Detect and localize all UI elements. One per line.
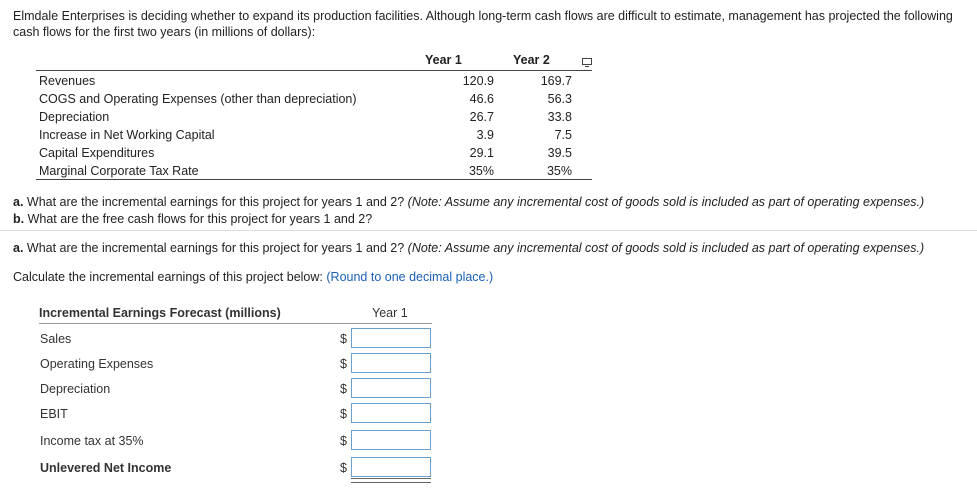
problem-intro: Elmdale Enterprises is deciding whether … xyxy=(13,9,953,39)
form-column-year1: Year 1 xyxy=(372,306,408,320)
form-row-depreciation: Depreciation $ xyxy=(39,377,432,401)
instruction-text: Calculate the incremental earnings of th… xyxy=(13,270,327,284)
currency-symbol: $ xyxy=(340,357,347,371)
row-label: Capital Expenditures xyxy=(39,146,155,160)
row-label: Revenues xyxy=(39,74,96,88)
header-year2: Year 2 xyxy=(513,53,550,67)
question-b-prefix: b. xyxy=(13,212,25,226)
form-row-ebit: EBIT $ xyxy=(39,402,432,426)
currency-symbol: $ xyxy=(340,434,347,448)
copy-icon[interactable] xyxy=(582,56,592,67)
row-year2: 7.5 xyxy=(554,128,572,142)
question-a-note: (Note: Assume any incremental cost of go… xyxy=(404,195,925,209)
table-row: COGS and Operating Expenses (other than … xyxy=(36,90,592,108)
row-year1: 3.9 xyxy=(476,128,494,142)
operating-expenses-input[interactable] xyxy=(351,353,431,373)
row-year1: 46.6 xyxy=(469,92,494,106)
part-a-note: (Note: Assume any incremental cost of go… xyxy=(404,241,925,255)
row-year2: 39.5 xyxy=(547,146,572,160)
form-row-label: Unlevered Net Income xyxy=(40,461,172,475)
form-title: Incremental Earnings Forecast (millions) xyxy=(39,306,281,320)
sales-input[interactable] xyxy=(351,328,431,348)
row-label: Increase in Net Working Capital xyxy=(39,128,215,142)
row-year1: 35% xyxy=(468,164,494,178)
row-year2: 169.7 xyxy=(540,74,572,88)
currency-symbol: $ xyxy=(340,407,347,421)
row-label: COGS and Operating Expenses (other than … xyxy=(39,92,357,106)
question-a-text: What are the incremental earnings for th… xyxy=(23,195,405,209)
row-year1: 120.9 xyxy=(462,74,494,88)
question-b-text: What are the free cash flows for this pr… xyxy=(24,212,373,226)
currency-symbol: $ xyxy=(340,461,347,475)
question-b: b. What are the free cash flows for this… xyxy=(13,212,372,226)
part-a-heading: a. What are the incremental earnings for… xyxy=(13,241,924,255)
table-top-rule xyxy=(36,70,592,71)
currency-symbol: $ xyxy=(340,382,347,396)
table-bottom-rule xyxy=(36,179,592,180)
form-row-label: Sales xyxy=(40,332,72,346)
income-tax-input[interactable] xyxy=(351,430,431,450)
form-row-label: Operating Expenses xyxy=(40,357,154,371)
row-year2: 56.3 xyxy=(547,92,572,106)
form-row-operating-expenses: Operating Expenses $ xyxy=(39,352,432,376)
table-row: Revenues 120.9 169.7 xyxy=(36,72,592,90)
form-row-label: Income tax at 35% xyxy=(40,434,144,448)
table-row: Depreciation 26.7 33.8 xyxy=(36,108,592,126)
row-label: Marginal Corporate Tax Rate xyxy=(39,164,199,178)
form-row-sales: Sales $ xyxy=(39,327,432,351)
row-year2: 33.8 xyxy=(547,110,572,124)
part-a-prefix: a. xyxy=(13,241,24,255)
double-underline xyxy=(351,478,431,483)
section-divider xyxy=(0,230,977,231)
form-row-label: Depreciation xyxy=(40,382,111,396)
ebit-input[interactable] xyxy=(351,403,431,423)
depreciation-input[interactable] xyxy=(351,378,431,398)
currency-symbol: $ xyxy=(340,332,347,346)
form-header-rule xyxy=(39,323,432,324)
form-row-unlevered-net-income: Unlevered Net Income $ xyxy=(39,456,432,480)
question-a: a. What are the incremental earnings for… xyxy=(13,195,924,209)
table-row: Marginal Corporate Tax Rate 35% 35% xyxy=(36,162,592,180)
part-a-text: What are the incremental earnings for th… xyxy=(23,241,405,255)
part-a-instruction: Calculate the incremental earnings of th… xyxy=(13,270,493,284)
rounding-note: (Round to one decimal place.) xyxy=(326,270,494,284)
row-year1: 29.1 xyxy=(469,146,494,160)
table-row: Capital Expenditures 29.1 39.5 xyxy=(36,144,592,162)
header-year1: Year 1 xyxy=(425,53,462,67)
unlevered-net-income-input[interactable] xyxy=(351,457,431,477)
form-row-label: EBIT xyxy=(40,407,68,421)
table-row: Increase in Net Working Capital 3.9 7.5 xyxy=(36,126,592,144)
row-year2: 35% xyxy=(546,164,572,178)
question-a-prefix: a. xyxy=(13,195,24,209)
row-label: Depreciation xyxy=(39,110,110,124)
form-row-income-tax: Income tax at 35% $ xyxy=(39,429,432,453)
row-year1: 26.7 xyxy=(469,110,494,124)
